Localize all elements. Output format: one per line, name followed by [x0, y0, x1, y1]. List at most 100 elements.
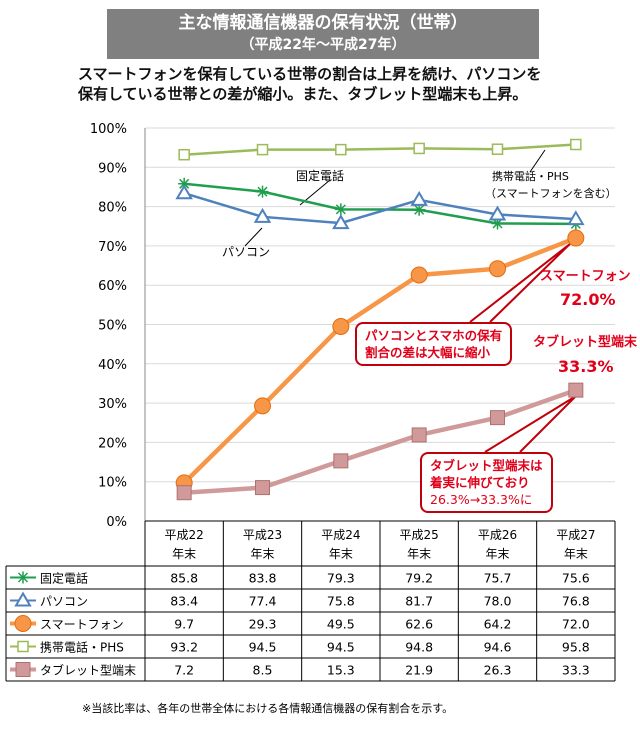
- label-tablet-value: 33.3%: [558, 357, 614, 376]
- marker-asterisk: [491, 217, 504, 230]
- legend-label: 固定電話: [40, 571, 88, 586]
- marker-square: [256, 143, 269, 156]
- y-tick-label: 30%: [98, 397, 127, 412]
- x-tick-label: 平成24: [321, 528, 360, 542]
- table-cell: 33.3: [562, 663, 590, 678]
- marker-circle: [254, 397, 271, 415]
- marker-triangle: [175, 184, 193, 200]
- series-line: [183, 192, 576, 225]
- table-cell: 79.3: [327, 571, 355, 586]
- marker-square: [570, 138, 582, 151]
- marker-square: [491, 143, 504, 155]
- label-tablet: タブレット型端末: [533, 335, 638, 350]
- x-tick-label: 年末: [407, 547, 431, 561]
- y-tick-label: 50%: [98, 319, 127, 334]
- legend-marker-asterisk: [17, 571, 29, 584]
- table-cell: 79.2: [405, 571, 433, 586]
- title-banner: 主な情報通信機器の保有状況（世帯） （平成22年～平成27年）: [107, 9, 539, 59]
- table-cell: 75.8: [327, 594, 355, 609]
- series-line: [184, 143, 576, 156]
- callout-gap: パソコンとスマホの保有 割合の差は大幅に縮小: [355, 322, 513, 366]
- table-cell: 76.8: [562, 594, 590, 609]
- y-tick-label: 80%: [98, 201, 127, 216]
- table-cell: 77.4: [249, 594, 277, 609]
- label-mobile-note: （スマートフォンを含む）: [485, 187, 617, 200]
- callout-tablet: タブレット型端末は 着実に伸びており 26.3%→33.3%に: [420, 452, 553, 513]
- leader-line: [244, 227, 263, 247]
- table-cell: 72.0: [562, 617, 590, 632]
- marker-square: [178, 148, 190, 161]
- marker-circle: [410, 266, 428, 284]
- marker-triangle: [253, 207, 272, 223]
- x-tick-label: 年末: [564, 547, 588, 561]
- legend-marker-triangle: [14, 591, 32, 607]
- marker-square: [413, 142, 425, 155]
- marker-asterisk: [413, 203, 426, 216]
- x-tick-label: 平成22: [165, 528, 204, 542]
- table-cell: 49.5: [327, 617, 355, 632]
- y-tick-label: 0%: [106, 515, 127, 530]
- table-cell: 8.5: [253, 663, 273, 678]
- table-cell: 62.6: [405, 617, 433, 632]
- summary-line: スマートフォンを保有している世帯の割合は上昇を続け、パソコンを: [78, 65, 542, 83]
- marker-square: [255, 480, 270, 496]
- table-cell: 15.3: [327, 663, 355, 678]
- y-tick-label: 60%: [98, 279, 127, 294]
- legend-label: パソコン: [40, 595, 88, 609]
- summary-line: 保有している世帯との差が縮小。また、タブレット型端末も上昇。: [78, 85, 528, 103]
- table-cell: 94.5: [327, 640, 355, 655]
- series-line: [184, 388, 577, 495]
- marker-circle: [489, 260, 506, 278]
- x-tick-label: 年末: [250, 547, 274, 561]
- table-cell: 81.7: [405, 594, 433, 609]
- x-tick-label: 平成25: [400, 528, 439, 542]
- marker-square: [411, 427, 427, 443]
- table-cell: 21.9: [405, 663, 433, 678]
- label-smartphone: スマートフォン: [540, 269, 631, 284]
- table-cell: 29.3: [249, 617, 277, 632]
- table-cell: 94.6: [484, 640, 512, 655]
- callout-line: パソコンとスマホの保有: [365, 328, 503, 343]
- label-pc: パソコン: [222, 245, 271, 259]
- legend-marker-circle: [14, 615, 32, 632]
- x-tick-label: 平成23: [243, 528, 282, 542]
- marker-triangle: [332, 214, 350, 230]
- y-tick-label: 20%: [98, 436, 127, 451]
- marker-asterisk: [256, 185, 269, 198]
- marker-circle: [567, 229, 585, 247]
- table-cell: 78.0: [484, 594, 512, 609]
- marker-square: [333, 453, 349, 469]
- footnote: ※当該比率は、各年の世帯全体における各情報通信機器の保有割合を示す。: [82, 702, 454, 715]
- marker-triangle: [567, 210, 585, 226]
- x-tick-label: 年末: [172, 547, 196, 561]
- y-tick-label: 90%: [98, 161, 127, 176]
- legend-label: タブレット型端末: [40, 663, 136, 678]
- table-cell: 75.7: [484, 571, 512, 586]
- legend-marker-square: [15, 662, 31, 677]
- legend-label: スマートフォン: [40, 618, 124, 632]
- label-smartphone-value: 72.0%: [560, 290, 616, 309]
- marker-triangle: [488, 205, 507, 221]
- summary-text: スマートフォンを保有している世帯の割合は上昇を続け、パソコンを 保有している世帯…: [78, 64, 541, 104]
- y-tick-label: 10%: [98, 476, 127, 491]
- series-line: [182, 235, 577, 485]
- marker-circle: [332, 317, 350, 335]
- series-line: [184, 182, 576, 226]
- legend-marker-square: [17, 640, 29, 653]
- label-mobile: 携帯電話・PHS: [492, 170, 569, 183]
- marker-asterisk: [178, 177, 191, 190]
- callout-line: 着実に伸びており: [430, 475, 530, 490]
- table-cell: 7.2: [174, 663, 194, 678]
- table-cell: 83.4: [170, 594, 198, 609]
- marker-square: [568, 382, 584, 398]
- label-fixed: 固定電話: [296, 169, 345, 183]
- x-tick-label: 年末: [485, 547, 509, 561]
- table-cell: 93.2: [170, 640, 198, 655]
- y-tick-label: 70%: [98, 240, 127, 255]
- table-cell: 95.8: [562, 640, 590, 655]
- x-tick-label: 平成27: [556, 528, 595, 542]
- y-tick-label: 40%: [98, 358, 127, 373]
- chart-title: 主な情報通信機器の保有状況（世帯）: [178, 13, 468, 33]
